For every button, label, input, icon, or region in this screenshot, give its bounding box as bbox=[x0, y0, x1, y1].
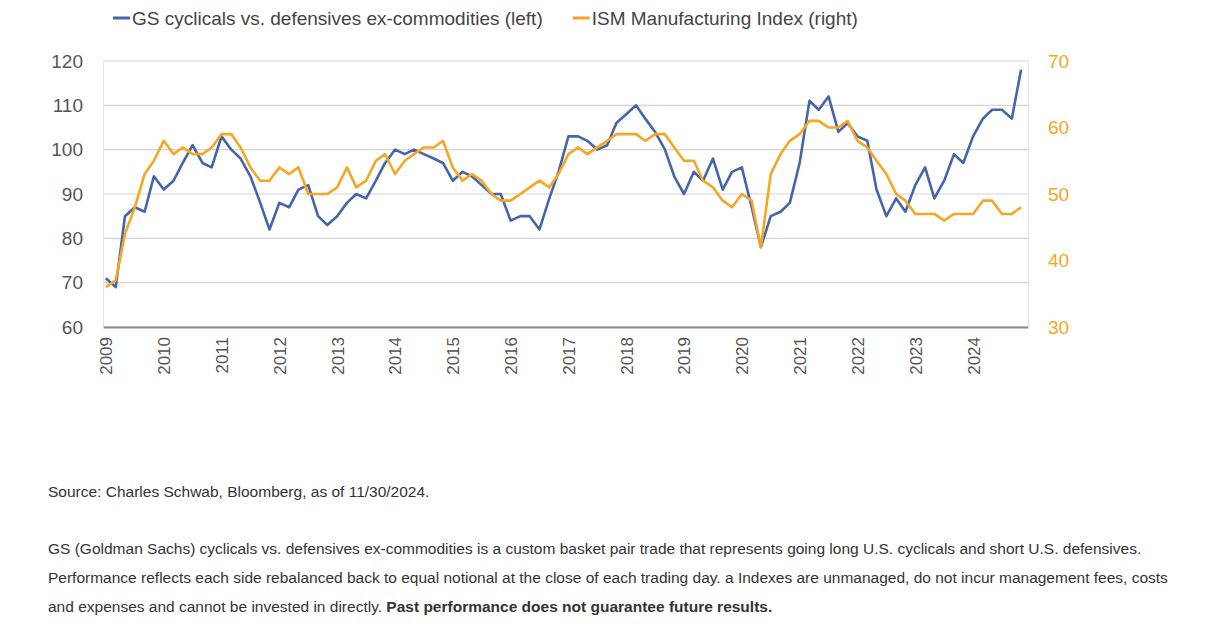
grid-line bbox=[103, 282, 1028, 283]
y2-tick: 70 bbox=[1028, 51, 1069, 72]
y-tick: 70 bbox=[62, 272, 103, 293]
y-tick-label: 80 bbox=[62, 228, 83, 249]
y2-tick: 50 bbox=[1028, 184, 1069, 205]
x-tick: 2013 bbox=[329, 327, 348, 375]
x-tick-label: 2015 bbox=[444, 337, 463, 375]
y-tick-label: 100 bbox=[51, 139, 83, 160]
series-line bbox=[106, 121, 1021, 287]
y2-tick-label: 70 bbox=[1048, 51, 1069, 72]
x-tick-label: 2011 bbox=[213, 337, 232, 374]
grid-line bbox=[103, 60, 1028, 61]
x-tick: 2015 bbox=[444, 327, 463, 375]
y2-tick-label: 30 bbox=[1048, 317, 1069, 338]
source-note: Source: Charles Schwab, Bloomberg, as of… bbox=[48, 483, 1188, 501]
plot-area bbox=[106, 70, 1021, 287]
legend-swatch bbox=[573, 17, 590, 20]
x-tick: 2020 bbox=[733, 327, 752, 375]
y-axis: 60 70 80 90 100 110 120 bbox=[51, 51, 103, 338]
x-tick-label: 2014 bbox=[386, 337, 405, 375]
x-axis: 2009 2010 2011 2012 2013 2014 2015 2016 2017 2018… bbox=[97, 327, 1028, 375]
x-tick: 2012 bbox=[271, 327, 290, 375]
x-tick-label: 2019 bbox=[675, 337, 694, 375]
y-tick: 90 bbox=[62, 184, 103, 205]
x-tick: 2018 bbox=[618, 327, 637, 375]
x-tick: 2023 bbox=[907, 327, 926, 375]
x-tick: 2021 bbox=[791, 327, 810, 375]
x-tick-label: 2017 bbox=[560, 337, 579, 375]
x-tick-label: 2013 bbox=[329, 337, 348, 375]
grid bbox=[103, 61, 1028, 327]
x-tick-label: 2024 bbox=[965, 337, 984, 375]
legend-swatch bbox=[113, 17, 130, 20]
series-line bbox=[106, 70, 1021, 287]
x-tick: 2011 bbox=[213, 327, 232, 374]
x-tick: 2016 bbox=[502, 327, 521, 375]
x-tick: 2014 bbox=[386, 327, 405, 375]
x-tick-label: 2010 bbox=[155, 337, 174, 375]
x-tick: 2010 bbox=[155, 327, 174, 375]
y-tick: 80 bbox=[62, 228, 103, 249]
y-tick-label: 90 bbox=[62, 184, 83, 205]
y2-tick: 60 bbox=[1028, 117, 1069, 138]
x-tick-label: 2023 bbox=[907, 337, 926, 375]
y-tick-label: 110 bbox=[53, 95, 83, 116]
x-axis-line bbox=[104, 327, 1029, 329]
y2-tick-label: 40 bbox=[1048, 250, 1069, 271]
x-tick: 2019 bbox=[675, 327, 694, 375]
y2-tick: 40 bbox=[1028, 250, 1069, 271]
x-tick-label: 2022 bbox=[849, 337, 868, 375]
legend-label: ISM Manufacturing Index (right) bbox=[592, 8, 858, 29]
footnote-block: GS (Goldman Sachs) cyclicals vs. defensi… bbox=[48, 534, 1190, 621]
grid-line bbox=[103, 193, 1028, 194]
x-tick-label: 2020 bbox=[733, 337, 752, 375]
x-tick: 2017 bbox=[560, 327, 579, 375]
y-axis-line bbox=[103, 62, 104, 328]
spacer bbox=[382, 598, 386, 615]
y2-axis-line bbox=[1028, 62, 1029, 328]
grid-line bbox=[103, 326, 1028, 327]
y-tick-label: 70 bbox=[62, 272, 83, 293]
x-tick: 2024 bbox=[965, 327, 984, 375]
x-tick-label: 2009 bbox=[97, 337, 116, 375]
y2-tick-label: 60 bbox=[1048, 117, 1069, 138]
y-tick: 110 bbox=[53, 95, 103, 116]
y-tick: 60 bbox=[62, 317, 103, 338]
grid-line bbox=[103, 238, 1028, 239]
legend-label: GS cyclicals vs. defensives ex-commoditi… bbox=[132, 8, 543, 29]
y2-axis: 30 40 50 60 70 bbox=[1028, 51, 1069, 338]
x-tick: 2009 bbox=[97, 327, 116, 375]
grid-line bbox=[103, 105, 1028, 106]
y-tick-label: 60 bbox=[62, 317, 83, 338]
legend: GS cyclicals vs. defensives ex-commoditi… bbox=[113, 8, 858, 29]
x-tick: 2022 bbox=[849, 327, 868, 375]
y2-tick: 30 bbox=[1028, 317, 1069, 338]
x-tick-label: 2012 bbox=[271, 337, 290, 375]
y-tick: 100 bbox=[51, 139, 103, 160]
y-tick: 120 bbox=[51, 51, 103, 72]
disclaimer: Past performance does not guarantee futu… bbox=[386, 598, 772, 615]
x-tick-label: 2016 bbox=[502, 337, 521, 375]
y2-tick-label: 50 bbox=[1048, 184, 1069, 205]
x-tick-label: 2018 bbox=[618, 337, 637, 375]
y-tick-label: 120 bbox=[51, 51, 83, 72]
x-tick-label: 2021 bbox=[791, 337, 810, 375]
